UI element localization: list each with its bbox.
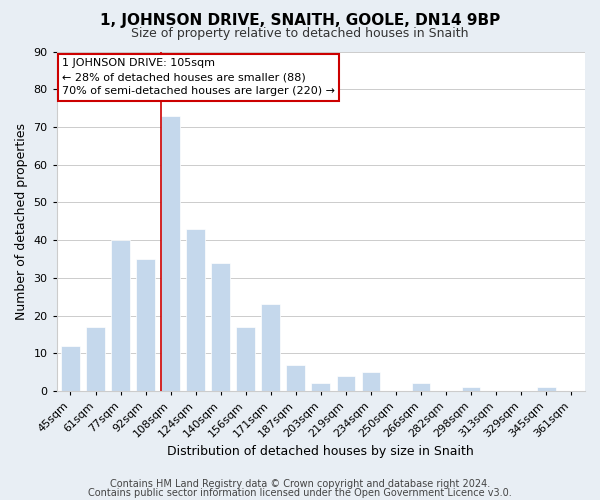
Bar xyxy=(262,304,280,391)
Text: Size of property relative to detached houses in Snaith: Size of property relative to detached ho… xyxy=(131,28,469,40)
Text: 1, JOHNSON DRIVE, SNAITH, GOOLE, DN14 9BP: 1, JOHNSON DRIVE, SNAITH, GOOLE, DN14 9B… xyxy=(100,12,500,28)
X-axis label: Distribution of detached houses by size in Snaith: Distribution of detached houses by size … xyxy=(167,444,474,458)
Bar xyxy=(136,259,155,391)
Bar xyxy=(111,240,130,391)
Text: 1 JOHNSON DRIVE: 105sqm
← 28% of detached houses are smaller (88)
70% of semi-de: 1 JOHNSON DRIVE: 105sqm ← 28% of detache… xyxy=(62,58,335,96)
Bar xyxy=(61,346,80,391)
Bar xyxy=(211,262,230,391)
Bar xyxy=(86,327,105,391)
Text: Contains public sector information licensed under the Open Government Licence v3: Contains public sector information licen… xyxy=(88,488,512,498)
Bar xyxy=(412,384,430,391)
Bar xyxy=(286,364,305,391)
Bar xyxy=(461,387,481,391)
Bar xyxy=(161,116,180,391)
Text: Contains HM Land Registry data © Crown copyright and database right 2024.: Contains HM Land Registry data © Crown c… xyxy=(110,479,490,489)
Bar xyxy=(236,327,255,391)
Bar xyxy=(311,384,330,391)
Bar xyxy=(362,372,380,391)
Bar xyxy=(537,387,556,391)
Y-axis label: Number of detached properties: Number of detached properties xyxy=(15,122,28,320)
Bar xyxy=(337,376,355,391)
Bar xyxy=(186,229,205,391)
